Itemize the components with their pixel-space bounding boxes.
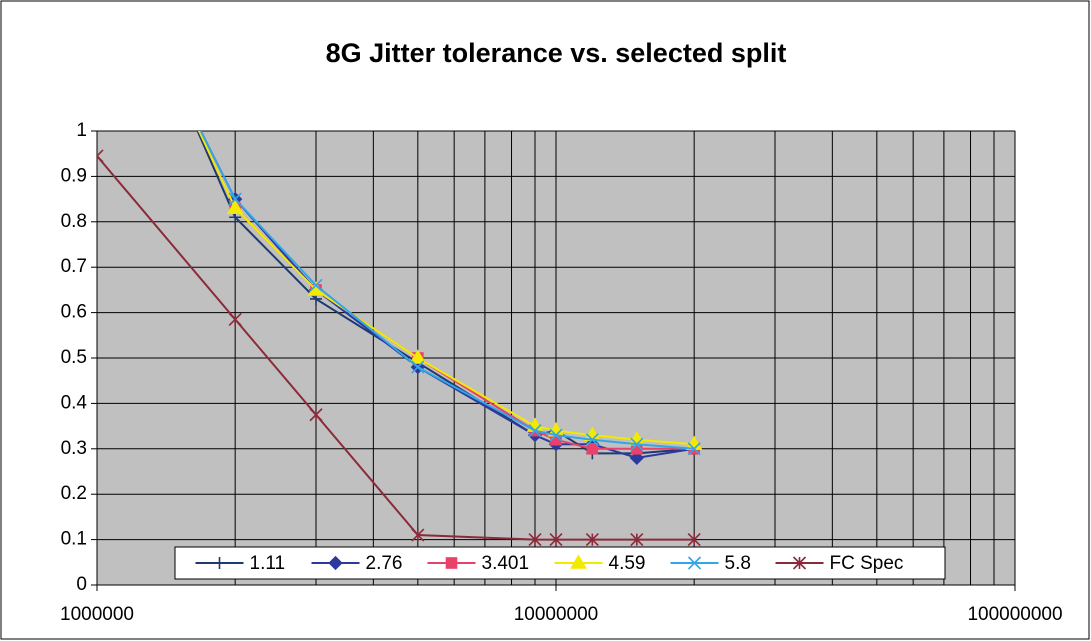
legend-label: 3.401	[482, 553, 530, 574]
x-tick-label: 10000000	[514, 604, 599, 625]
legend-label: 4.59	[609, 553, 646, 574]
legend-marker	[570, 554, 587, 569]
x-tick-label: 1000000	[60, 604, 134, 625]
legend-marker	[328, 555, 343, 571]
marker	[409, 349, 427, 364]
legend-label: 2.76	[366, 553, 403, 574]
y-tick-label: 0.2	[61, 483, 87, 504]
marker	[411, 528, 425, 542]
plot-series	[97, 131, 703, 547]
marker	[585, 533, 599, 547]
y-tick-label: 0	[76, 574, 87, 595]
marker	[687, 533, 701, 547]
marker	[309, 278, 323, 292]
marker	[630, 437, 644, 451]
marker	[549, 428, 563, 442]
y-tick-label: 0.4	[61, 392, 88, 413]
y-tick-label: 1	[76, 120, 87, 141]
marker	[586, 442, 599, 455]
x-tick-label: 100000000	[967, 604, 1062, 625]
marker	[528, 424, 542, 438]
marker	[97, 149, 104, 163]
marker	[228, 312, 242, 326]
y-tick-label: 0.3	[61, 438, 87, 459]
y-tick-label: 0.8	[61, 211, 87, 232]
legend-label: 1.11	[250, 553, 286, 574]
y-tick-label: 0.5	[61, 347, 87, 368]
y-tick-label: 0.6	[61, 302, 87, 323]
legend-label: FC Spec	[830, 553, 904, 574]
y-tick-label: 0.9	[61, 165, 87, 186]
y-tick-label: 0.1	[61, 529, 87, 550]
legend-marker	[445, 557, 458, 569]
marker	[228, 192, 242, 206]
marker	[630, 533, 644, 547]
marker	[309, 408, 323, 422]
marker	[585, 433, 599, 447]
marker	[687, 442, 701, 456]
legend-marker	[213, 557, 226, 569]
marker	[629, 450, 644, 466]
marker	[411, 360, 425, 374]
marker	[528, 533, 542, 547]
legend-label: 5.8	[725, 553, 751, 574]
chart-title: 8G Jitter tolerance vs. selected split	[326, 38, 787, 68]
legend-marker	[792, 556, 807, 570]
marker	[549, 533, 563, 547]
marker	[226, 199, 244, 214]
legend-marker	[687, 556, 702, 570]
y-tick-label: 0.7	[61, 256, 87, 277]
